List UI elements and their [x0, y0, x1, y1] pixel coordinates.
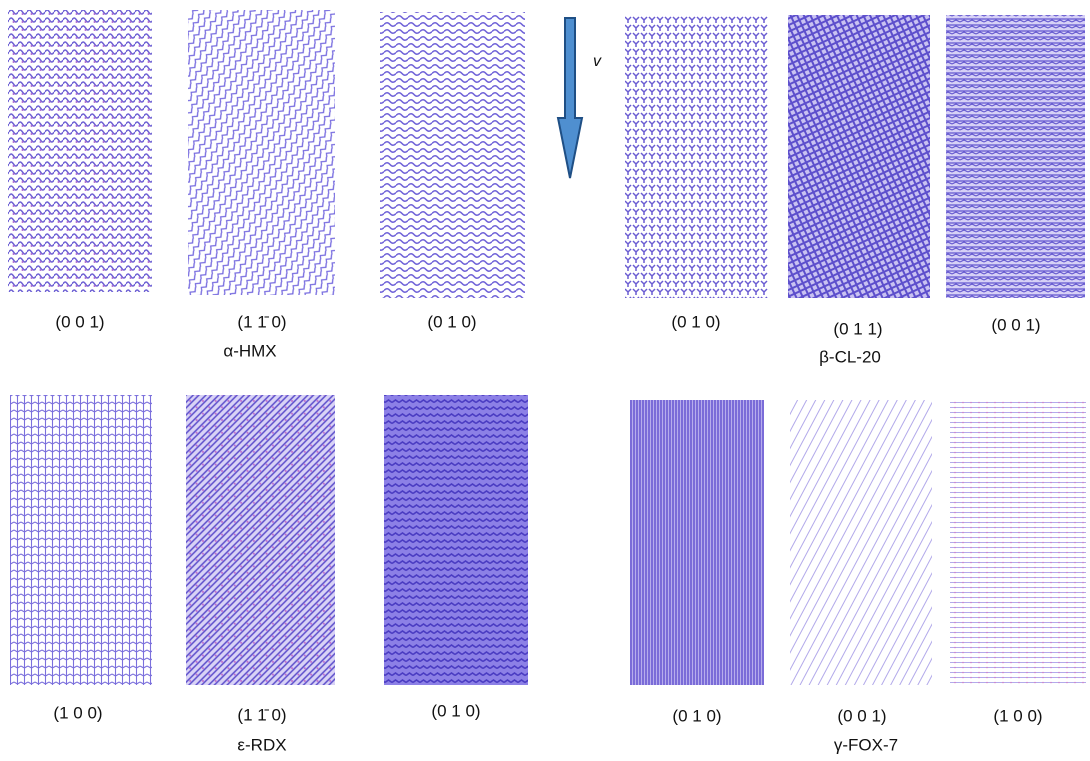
group-label: α-HMX: [223, 341, 276, 360]
plane-label: (0 1 0): [672, 706, 721, 725]
crystal-panel: [946, 15, 1085, 298]
plane-label: (1 1̄ 0): [237, 705, 286, 724]
crystal-panel: [630, 400, 764, 685]
plane-label: (0 1 0): [671, 312, 720, 331]
plane-label: (0 1 1): [833, 319, 882, 338]
plane-label: (0 1 0): [431, 701, 480, 720]
plane-label: (0 0 1): [991, 315, 1040, 334]
crystal-panel: [384, 395, 528, 685]
plane-label: (1 0 0): [53, 703, 102, 722]
crystal-panel: [186, 395, 335, 685]
group-label: γ-FOX-7: [834, 735, 898, 754]
crystal-panel: [790, 400, 932, 685]
plane-label: (1 1̄ 0): [237, 312, 286, 331]
velocity-arrow: [556, 17, 584, 179]
crystal-panel: [188, 10, 335, 295]
plane-label: (1 0 0): [993, 706, 1042, 725]
group-label: ε-RDX: [237, 735, 286, 754]
crystal-panel: [950, 400, 1086, 685]
crystal-panel: [10, 395, 152, 685]
crystal-panel: [625, 15, 768, 298]
crystal-panel: [8, 10, 152, 292]
velocity-label: v: [593, 53, 602, 70]
group-label: β-CL-20: [819, 347, 881, 366]
plane-label: (0 1 0): [427, 312, 476, 331]
plane-label: (0 0 1): [55, 312, 104, 331]
plane-label: (0 0 1): [837, 706, 886, 725]
crystal-panel: [380, 12, 525, 298]
crystal-panel: [788, 15, 930, 298]
